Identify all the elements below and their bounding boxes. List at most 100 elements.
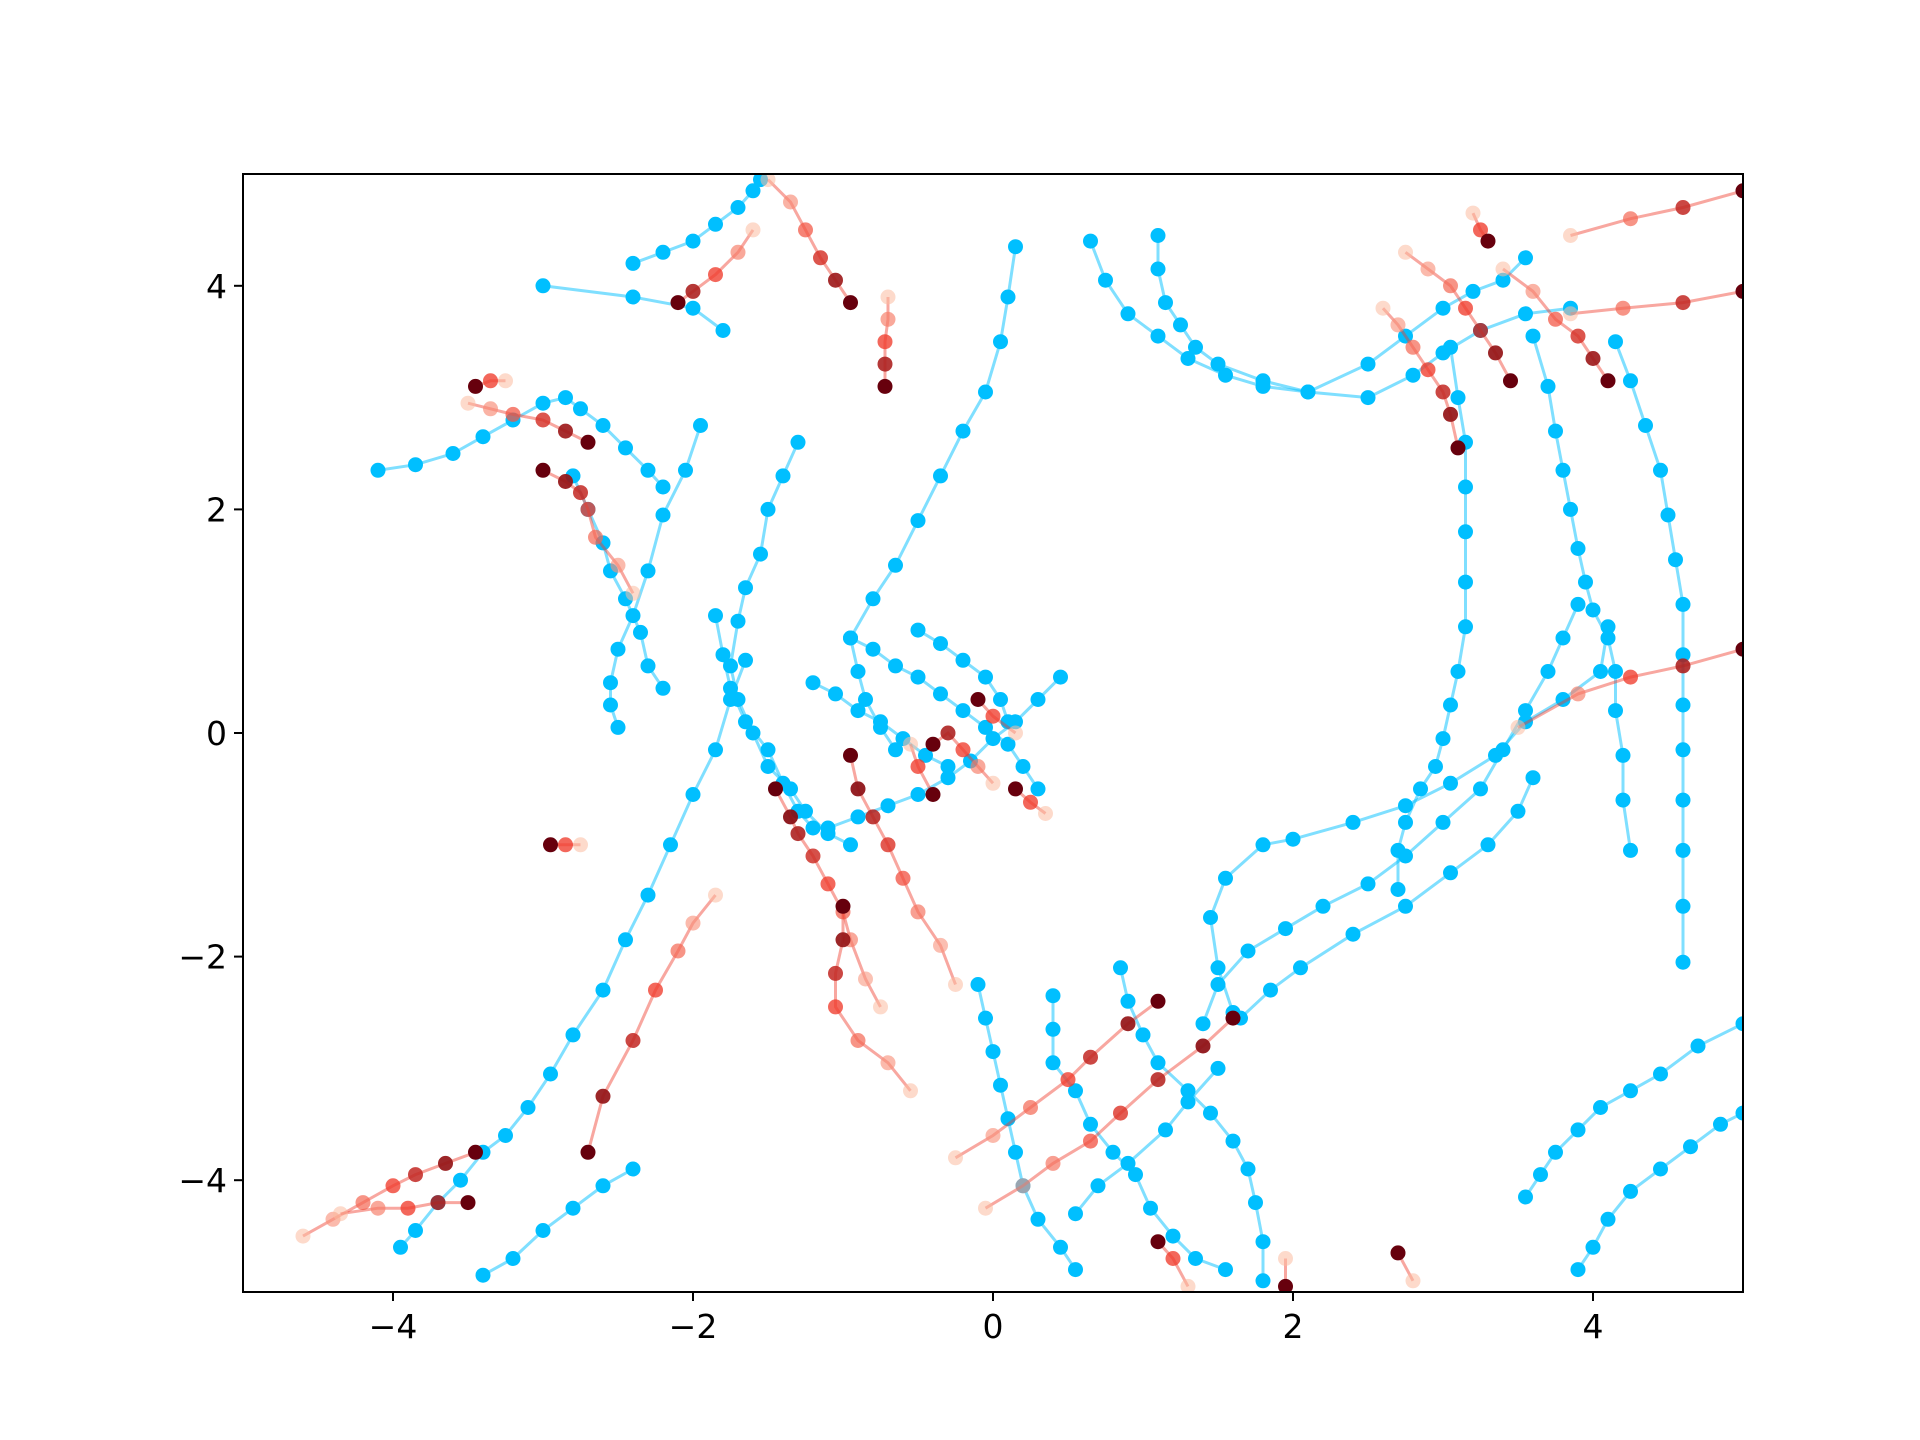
data-point xyxy=(730,200,746,215)
series-11 xyxy=(843,630,1046,797)
data-point xyxy=(1188,339,1203,355)
data-point xyxy=(595,1178,611,1194)
data-point xyxy=(970,692,986,707)
data-point xyxy=(1510,803,1526,819)
data-point xyxy=(1458,619,1473,635)
data-point xyxy=(865,809,881,825)
data-point xyxy=(1195,1038,1211,1054)
data-point xyxy=(1030,781,1046,797)
data-point xyxy=(828,965,843,981)
data-point xyxy=(685,233,701,249)
data-point xyxy=(910,669,926,685)
data-point xyxy=(1668,552,1683,568)
series-layer xyxy=(295,174,1743,1292)
data-point xyxy=(1015,759,1031,774)
data-point xyxy=(723,692,738,707)
data-point xyxy=(1068,1262,1083,1278)
data-point xyxy=(1540,378,1556,394)
data-point xyxy=(1390,1245,1406,1261)
data-point xyxy=(877,378,893,394)
series-36 xyxy=(760,174,858,311)
data-point xyxy=(655,479,671,495)
data-point xyxy=(1540,664,1556,679)
series-48 xyxy=(1278,1251,1293,1292)
data-point xyxy=(985,1128,1001,1143)
data-point xyxy=(1398,814,1413,830)
data-point xyxy=(1248,1195,1263,1211)
series-0 xyxy=(535,278,731,338)
series-50 xyxy=(1375,300,1466,456)
data-point xyxy=(1008,725,1023,741)
data-point xyxy=(978,384,993,400)
data-point xyxy=(1458,300,1473,316)
data-point xyxy=(1675,647,1691,663)
series-46 xyxy=(978,1010,1241,1216)
data-point xyxy=(910,787,926,802)
data-point xyxy=(1600,373,1616,389)
data-point xyxy=(505,1251,521,1266)
data-point xyxy=(708,267,723,283)
data-point xyxy=(940,759,956,774)
data-point xyxy=(1120,993,1136,1009)
plot-area xyxy=(295,174,1743,1292)
data-point xyxy=(1158,295,1173,311)
x-tick-label: −4 xyxy=(369,1307,418,1346)
data-point xyxy=(655,680,671,696)
data-point xyxy=(790,826,806,842)
data-point xyxy=(1255,837,1271,853)
data-point xyxy=(1218,367,1233,383)
data-point xyxy=(400,1200,416,1216)
data-point xyxy=(1443,278,1458,294)
data-point xyxy=(603,697,618,713)
data-point xyxy=(1735,183,1743,199)
data-point xyxy=(1113,1105,1128,1121)
data-point xyxy=(655,244,671,260)
data-point xyxy=(1360,390,1376,406)
data-point xyxy=(1120,306,1136,322)
data-point xyxy=(877,334,893,350)
data-point xyxy=(1045,1155,1061,1171)
data-point xyxy=(1180,1278,1196,1292)
data-point xyxy=(1615,300,1631,316)
data-point xyxy=(1623,1083,1638,1099)
series-38 xyxy=(843,747,963,992)
data-point xyxy=(835,932,851,948)
data-point xyxy=(1690,1038,1706,1054)
data-point xyxy=(978,1010,993,1026)
data-point xyxy=(685,787,701,802)
data-point xyxy=(760,174,776,188)
data-point xyxy=(1180,351,1196,366)
series-56 xyxy=(1510,641,1743,735)
data-point xyxy=(1188,1251,1203,1266)
data-point xyxy=(1735,283,1743,299)
data-point xyxy=(978,669,993,685)
data-point xyxy=(1113,960,1128,976)
data-point xyxy=(1480,837,1496,853)
data-point xyxy=(483,373,498,389)
y-tick-label: −4 xyxy=(178,1161,227,1200)
series-35 xyxy=(670,222,761,311)
data-point xyxy=(1525,328,1541,344)
data-point xyxy=(760,742,776,758)
data-point xyxy=(1255,1273,1271,1289)
data-point xyxy=(813,250,828,266)
data-point xyxy=(955,652,971,668)
data-point xyxy=(1518,703,1533,719)
data-point xyxy=(828,686,843,702)
series-49 xyxy=(1390,1245,1421,1289)
data-point xyxy=(370,1200,386,1216)
data-point xyxy=(708,742,723,758)
data-point xyxy=(730,244,746,260)
series-30 xyxy=(535,462,641,601)
data-point xyxy=(1398,328,1413,344)
data-point xyxy=(1548,423,1563,439)
data-point xyxy=(1023,1100,1038,1115)
data-point xyxy=(1570,328,1586,344)
data-point xyxy=(940,770,956,786)
data-point xyxy=(588,529,603,545)
data-point xyxy=(903,736,918,752)
data-point xyxy=(1405,1273,1421,1289)
data-point xyxy=(1578,574,1593,590)
data-point xyxy=(745,222,761,238)
